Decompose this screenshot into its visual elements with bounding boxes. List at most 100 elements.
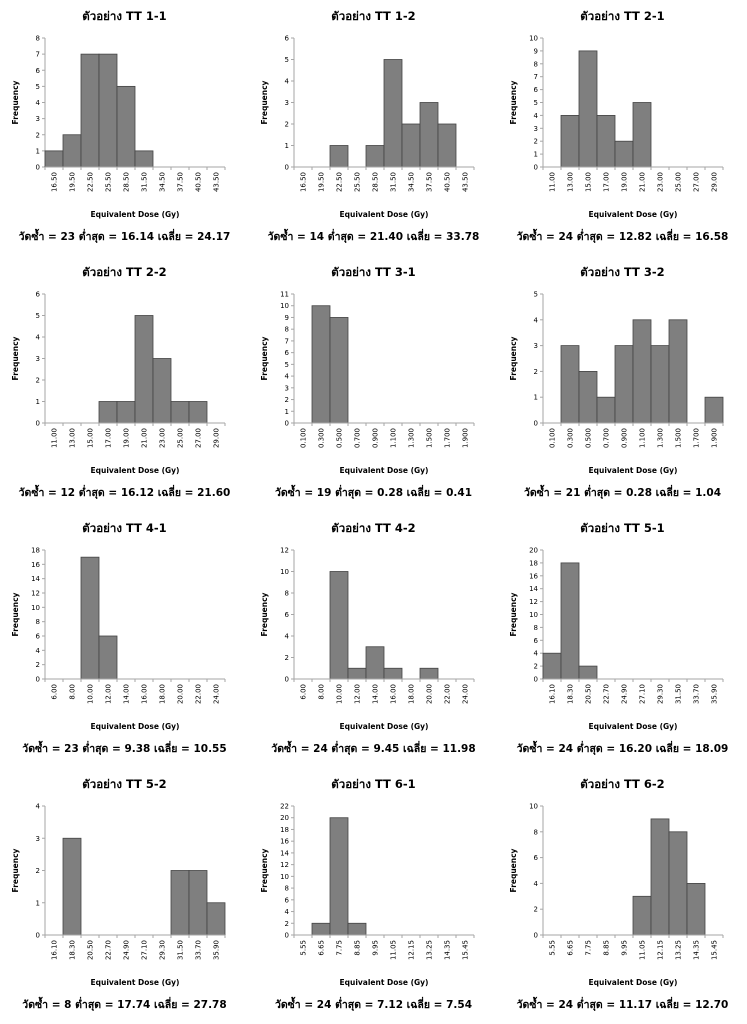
histogram-plot: 0 2 4 6 8 10 12 14 16 18 20 22 Frequency 5.55 6.65 7.75…	[260, 803, 475, 987]
y-tick-label: 7	[36, 51, 40, 59]
y-tick-label: 10	[529, 35, 538, 43]
histogram-bar	[596, 396, 616, 424]
stats-caption: วัดซ้ำ = 19 ต่ำสุด = 0.28 เฉลี่ย = 0.41	[274, 487, 473, 499]
x-axis-label: Equivalent Dose (Gy)	[340, 210, 429, 219]
x-tick-label: 16.00	[390, 684, 398, 704]
x-tick-label: 29.00	[213, 428, 221, 448]
y-tick-label: 18	[31, 547, 40, 555]
x-tick-label: 20.00	[177, 684, 185, 704]
y-tick-label: 6	[36, 291, 41, 299]
histogram-panel: ตัวอย่าง TT 4-1 0 2 4 6 8 10 12 14 16 18 Frequency 6…	[0, 512, 249, 768]
x-tick-label: 22.50	[336, 172, 344, 192]
x-axis-label: Equivalent Dose (Gy)	[340, 466, 429, 475]
stats-caption: วัดซ้ำ = 23 ต่ำสุด = 9.38 เฉลี่ย = 10.55	[22, 743, 227, 755]
y-tick-label: 14	[529, 585, 538, 593]
x-tick-label: 24.00	[462, 684, 470, 704]
x-tick-label: 23.00	[159, 428, 167, 448]
y-tick-label: 4	[534, 112, 539, 120]
x-tick-label: 11.00	[549, 172, 557, 192]
histogram-panel: ตัวอย่าง TT 1-1 0 1 2 3 4 5 6 7 8 Frequency 16.50 19…	[0, 0, 249, 256]
histogram-bar	[650, 345, 670, 424]
y-tick-label: 1	[285, 408, 289, 416]
histogram-bar	[383, 59, 403, 168]
y-tick-label: 1	[285, 142, 289, 150]
y-tick-label: 0	[534, 164, 538, 172]
y-tick-label: 4	[36, 99, 41, 107]
y-tick-label: 6	[534, 86, 539, 94]
y-tick-label: 4	[534, 650, 539, 658]
y-tick-label: 6	[285, 611, 290, 619]
y-tick-label: 3	[36, 355, 40, 363]
y-tick-label: 0	[36, 932, 40, 940]
histogram-bar	[134, 150, 154, 168]
y-tick-label: 0	[285, 420, 289, 428]
x-tick-label: 1.700	[444, 428, 452, 448]
histogram-plot: 0 1 2 3 4 5 6 7 8 Frequency 16.50 19.50 22.50 25.50 28…	[11, 35, 226, 219]
histogram-bar	[329, 817, 349, 936]
x-tick-label: 43.50	[462, 172, 470, 192]
chart-title: ตัวอย่าง TT 2-1	[580, 9, 665, 23]
x-tick-label: 18.00	[408, 684, 416, 704]
x-tick-label: 40.50	[195, 172, 203, 192]
x-tick-label: 16.10	[51, 940, 59, 960]
y-tick-label: 10	[280, 568, 289, 576]
x-tick-label: 31.50	[177, 940, 185, 960]
y-tick-label: 3	[285, 99, 289, 107]
x-tick-label: 0.900	[621, 428, 629, 448]
x-tick-label: 1.900	[711, 428, 719, 448]
y-tick-label: 2	[36, 131, 40, 139]
y-tick-label: 5	[36, 312, 40, 320]
x-tick-label: 18.30	[567, 684, 575, 704]
y-tick-label: 10	[529, 611, 538, 619]
y-tick-label: 8	[36, 35, 40, 43]
chart-title: ตัวอย่าง TT 5-2	[82, 777, 167, 791]
y-tick-label: 0	[534, 932, 538, 940]
histogram-bar	[686, 883, 706, 936]
y-tick-label: 0	[285, 164, 289, 172]
histogram-bar	[170, 401, 190, 424]
x-tick-label: 23.00	[657, 172, 665, 192]
x-tick-label: 18.00	[159, 684, 167, 704]
x-tick-label: 12.15	[408, 940, 416, 960]
x-axis-label: Equivalent Dose (Gy)	[589, 978, 678, 987]
histogram-panel: ตัวอย่าง TT 4-2 0 2 4 6 8 10 12 Frequency 6.00 8.0…	[249, 512, 498, 768]
y-tick-label: 10	[280, 873, 289, 881]
y-tick-label: 12	[31, 590, 40, 598]
x-tick-label: 16.50	[51, 172, 59, 192]
x-tick-label: 21.00	[141, 428, 149, 448]
x-tick-label: 28.50	[123, 172, 131, 192]
histogram-bar	[596, 115, 616, 168]
y-tick-label: 12	[280, 861, 289, 869]
y-tick-label: 1	[36, 398, 40, 406]
stats-caption: วัดซ้ำ = 24 ต่ำสุด = 16.20 เฉลี่ย = 18.0…	[516, 743, 729, 755]
histogram-plot: 0 2 4 6 8 10 12 14 16 18 20 Frequency 16.10 18.30 20.5…	[509, 547, 724, 731]
histogram-plot: 0 1 2 3 4 5 6 Frequency 11.00 13.00 15.00 17.00 19.0…	[11, 291, 226, 475]
histogram-bar	[419, 102, 439, 168]
x-tick-label: 15.45	[462, 940, 470, 960]
y-tick-label: 4	[285, 908, 290, 916]
histogram-plot: 0 1 2 3 4 5 Frequency 0.100 0.300 0.500 0.700 0.900…	[509, 291, 724, 475]
x-axis-label: Equivalent Dose (Gy)	[589, 210, 678, 219]
histogram-bar	[329, 145, 349, 168]
x-tick-label: 35.90	[711, 684, 719, 704]
y-tick-label: 0	[285, 932, 289, 940]
x-tick-label: 0.700	[603, 428, 611, 448]
y-tick-label: 2	[285, 121, 289, 129]
x-tick-label: 15.00	[87, 428, 95, 448]
y-tick-label: 0	[36, 420, 40, 428]
y-axis-label: Frequency	[509, 592, 518, 636]
histogram-bar	[311, 305, 331, 424]
y-tick-label: 14	[280, 849, 289, 857]
y-tick-label: 0	[36, 164, 40, 172]
y-axis-label: Frequency	[509, 336, 518, 380]
y-axis-label: Frequency	[260, 336, 269, 380]
x-tick-label: 16.50	[300, 172, 308, 192]
y-tick-label: 2	[36, 867, 40, 875]
x-tick-label: 13.25	[426, 940, 434, 960]
x-tick-label: 6.65	[318, 940, 326, 956]
x-tick-label: 24.00	[213, 684, 221, 704]
chart-title: ตัวอย่าง TT 4-2	[331, 521, 416, 535]
histogram-bar	[419, 667, 439, 680]
x-axis-label: Equivalent Dose (Gy)	[91, 722, 180, 731]
